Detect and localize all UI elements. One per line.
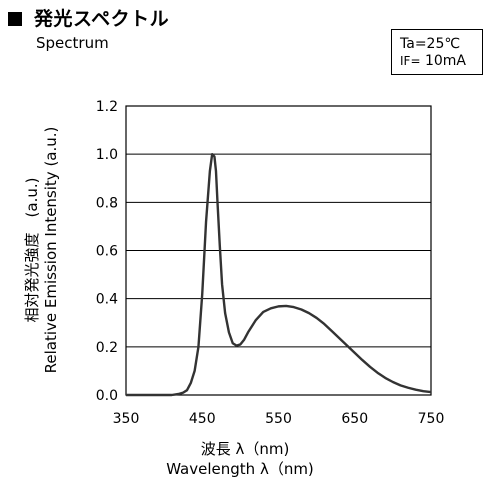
square-bullet-icon	[8, 12, 22, 26]
y-tick-label: 0.8	[96, 195, 118, 211]
y-tick-label: 1.0	[96, 147, 118, 163]
x-axis-label-en: Wavelength λ（nm)	[166, 460, 314, 478]
x-tick-label: 450	[189, 411, 216, 427]
x-tick-label: 750	[418, 411, 445, 427]
title-ja-text: 発光スペクトル	[34, 8, 170, 30]
conditions-box: Ta=25℃ IF= 10mA	[391, 29, 483, 75]
y-tick-label: 0.4	[96, 292, 118, 308]
y-tick-label: 0.6	[96, 244, 118, 260]
y-tick-labels: 0.0 0.2 0.4 0.6 0.8 1.0 1.2	[96, 99, 118, 404]
y-tick-label: 0.0	[96, 388, 118, 404]
y-axis-label-en: Relative Emission Intensity (a.u.)	[42, 127, 60, 374]
x-tick-label: 650	[341, 411, 368, 427]
condition-temperature: Ta=25℃	[400, 36, 461, 52]
x-tick-label: 350	[113, 411, 140, 427]
page-title: 発光スペクトル	[8, 4, 169, 31]
spectrum-line	[126, 152, 432, 397]
grid-lines	[126, 105, 431, 396]
y-tick-label: 0.2	[96, 340, 118, 356]
condition-current-value: 10mA	[424, 53, 466, 69]
condition-current-label: IF=	[400, 54, 421, 68]
plot-frame	[125, 105, 432, 396]
x-tick-labels: 350 450 550 650 750	[113, 411, 445, 427]
page-subtitle: Spectrum	[36, 34, 109, 52]
y-axis-label: 相対発光強度 (a.u.)	[23, 178, 41, 323]
x-tick-label: 550	[265, 411, 292, 427]
x-axis-label: 波長 λ（nm)	[201, 440, 290, 458]
condition-current: IF= 10mA	[400, 53, 482, 70]
y-tick-label: 1.2	[96, 99, 118, 115]
